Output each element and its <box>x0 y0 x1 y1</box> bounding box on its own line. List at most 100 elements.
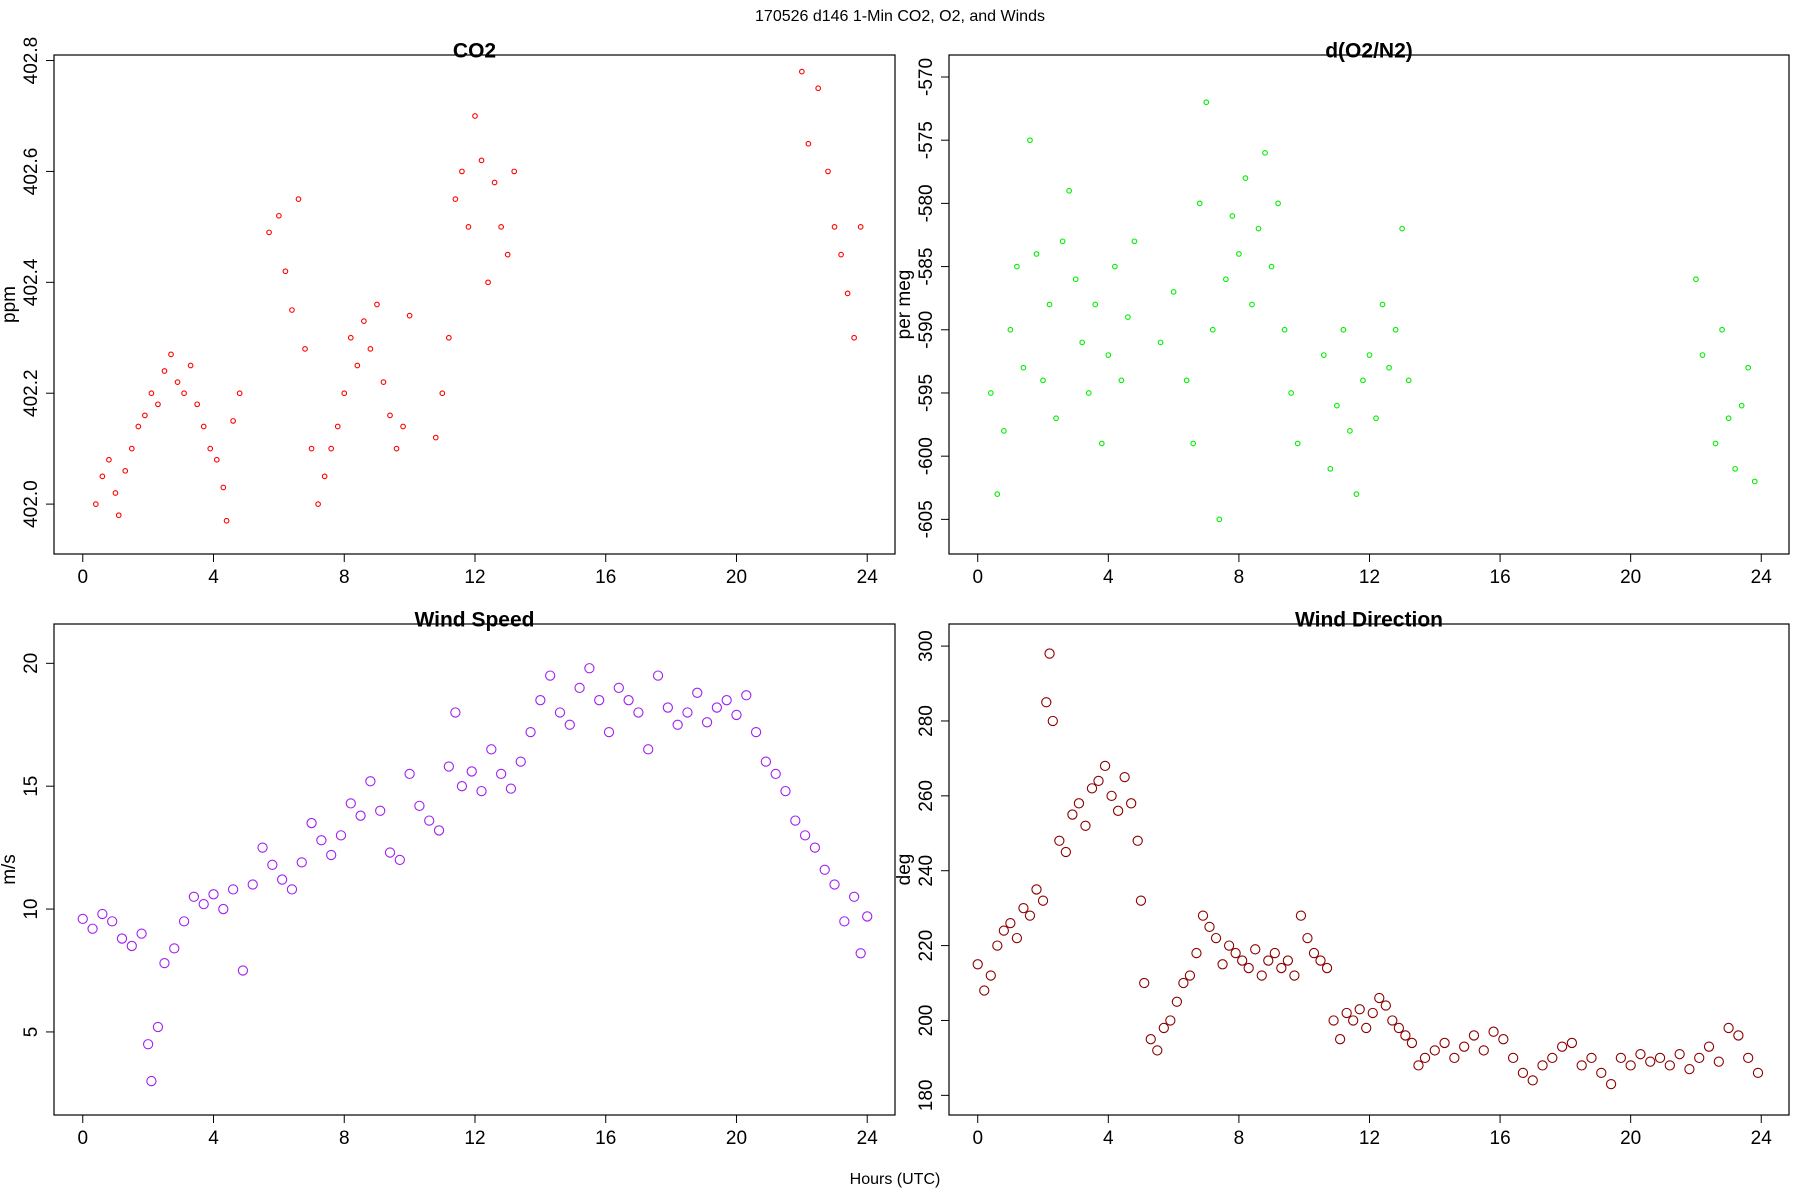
y-tick-label: 220 <box>916 930 937 962</box>
point <box>1507 1052 1519 1064</box>
point <box>220 484 227 491</box>
point <box>1712 440 1719 447</box>
point <box>148 390 155 397</box>
point <box>1733 1030 1744 1041</box>
point <box>1429 1045 1440 1056</box>
point <box>1556 1041 1568 1052</box>
point <box>1302 932 1313 944</box>
point <box>525 726 536 738</box>
point <box>169 943 180 954</box>
point <box>1392 326 1399 333</box>
point <box>1281 326 1288 333</box>
panel: d(O2/N2) per meg 0 4 8 12 16 20 24 -605 -600 -595 -5… <box>894 40 1790 588</box>
point <box>1086 783 1098 794</box>
point <box>1092 301 1099 308</box>
point <box>1046 301 1053 308</box>
point <box>194 401 201 408</box>
point <box>491 179 498 186</box>
point <box>1047 715 1058 727</box>
point <box>1605 1078 1617 1090</box>
point <box>1635 1049 1646 1060</box>
point <box>1243 962 1254 974</box>
point <box>839 916 850 927</box>
point <box>1693 276 1699 283</box>
point <box>365 776 376 787</box>
point <box>1353 491 1360 497</box>
point <box>825 168 831 175</box>
point <box>692 687 703 698</box>
point <box>188 891 200 902</box>
point <box>1236 251 1242 257</box>
point <box>855 948 866 959</box>
point <box>1119 771 1130 783</box>
point <box>289 307 295 313</box>
point <box>1255 225 1262 232</box>
point <box>355 810 366 821</box>
y-axis-label: m/s <box>0 854 20 885</box>
y-tick-label: 10 <box>21 898 42 919</box>
point <box>1033 251 1040 257</box>
point <box>1223 940 1235 951</box>
point <box>1066 187 1072 194</box>
panel-title: d(O2/N2) <box>1325 40 1413 63</box>
point <box>1073 798 1085 809</box>
point <box>1315 955 1326 966</box>
point <box>1040 377 1046 384</box>
point <box>1406 1037 1418 1049</box>
point <box>1547 1052 1558 1064</box>
point <box>1184 970 1196 981</box>
point <box>126 940 137 952</box>
x-tick-label: 24 <box>1751 567 1773 588</box>
point <box>1719 326 1725 333</box>
point <box>1478 1045 1489 1056</box>
point <box>1190 440 1197 447</box>
point <box>115 512 122 519</box>
x-tick-label: 12 <box>464 567 485 588</box>
point <box>1419 1052 1431 1064</box>
point <box>97 908 108 920</box>
y-tick-label: 300 <box>916 630 937 662</box>
point <box>159 957 170 969</box>
point <box>1269 947 1280 959</box>
point <box>1196 200 1203 207</box>
point <box>1209 326 1216 333</box>
x-tick-label: 8 <box>1234 1128 1245 1149</box>
point <box>1400 1030 1411 1041</box>
panel: Wind Speed m/s 0 4 8 12 16 20 24 5 10 15 20 <box>0 609 896 1149</box>
point <box>574 682 585 694</box>
point <box>535 695 546 706</box>
x-tick-label: 16 <box>1490 1128 1511 1149</box>
y-axis-label: deg <box>894 854 915 886</box>
point <box>1439 1037 1450 1049</box>
point <box>662 702 673 713</box>
point <box>1268 263 1275 270</box>
point <box>1005 917 1016 929</box>
figure-title: 170526 d146 1-Min CO2, O2, and Winds <box>755 8 1045 25</box>
point <box>485 279 491 286</box>
x-tick-label: 20 <box>1620 1128 1641 1149</box>
point <box>77 913 88 925</box>
point <box>328 445 335 452</box>
x-axis-label: Hours (UTC) <box>850 1171 941 1188</box>
point <box>1111 263 1118 270</box>
point <box>1275 200 1281 207</box>
point <box>1373 415 1379 422</box>
point <box>266 229 272 236</box>
point <box>1537 1060 1548 1071</box>
point <box>1347 428 1353 434</box>
point <box>282 268 289 275</box>
point <box>1093 775 1104 787</box>
point <box>106 456 112 463</box>
point <box>1139 977 1150 989</box>
point <box>1449 1052 1460 1064</box>
point <box>174 379 181 385</box>
point <box>790 815 801 826</box>
point <box>230 418 236 424</box>
point <box>112 490 119 496</box>
point <box>135 423 142 430</box>
point <box>701 717 713 728</box>
point <box>1276 962 1287 974</box>
point <box>1106 790 1117 801</box>
point <box>380 379 387 385</box>
point <box>122 467 129 474</box>
